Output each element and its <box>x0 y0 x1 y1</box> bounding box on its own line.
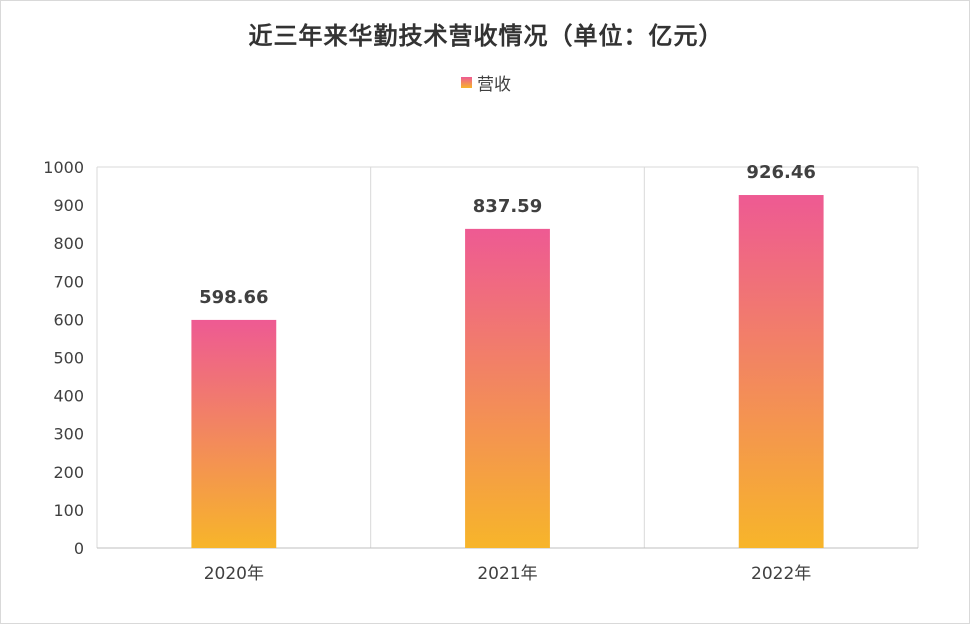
legend-swatch <box>461 77 472 88</box>
y-tick-label: 300 <box>53 425 84 444</box>
x-category-label: 2021年 <box>477 564 537 584</box>
axis-layer: 0 100 200 300 400 500 600 700 800 900 1000 2020年 202… <box>43 158 811 584</box>
y-tick-label: 0 <box>74 539 84 558</box>
y-tick-label: 100 <box>53 501 84 520</box>
y-tick-label: 700 <box>53 272 84 291</box>
y-tick-label: 600 <box>53 310 84 329</box>
y-tick-label: 400 <box>53 387 84 406</box>
y-tick-label: 500 <box>53 349 84 368</box>
x-category-label: 2020年 <box>204 564 264 584</box>
legend: 营收 <box>0 70 972 95</box>
bar-2 <box>465 228 550 548</box>
chart-title: 近三年来华勤技术营收情况（单位：亿元） <box>248 22 724 50</box>
bar-1 <box>191 319 277 548</box>
data-label: 926.46 <box>746 162 815 183</box>
bar-3 <box>738 195 824 548</box>
legend-label: 营收 <box>477 75 511 95</box>
y-tick-label: 800 <box>53 234 84 253</box>
bar-layer <box>191 195 824 548</box>
label-layer: 598.66 837.59 926.46 <box>199 162 816 308</box>
x-category-label: 2022年 <box>751 564 811 584</box>
y-tick-label: 1000 <box>43 158 84 177</box>
data-label: 598.66 <box>199 287 268 308</box>
y-tick-label: 900 <box>53 196 84 215</box>
y-tick-label: 200 <box>53 463 84 482</box>
data-label: 837.59 <box>473 196 542 217</box>
